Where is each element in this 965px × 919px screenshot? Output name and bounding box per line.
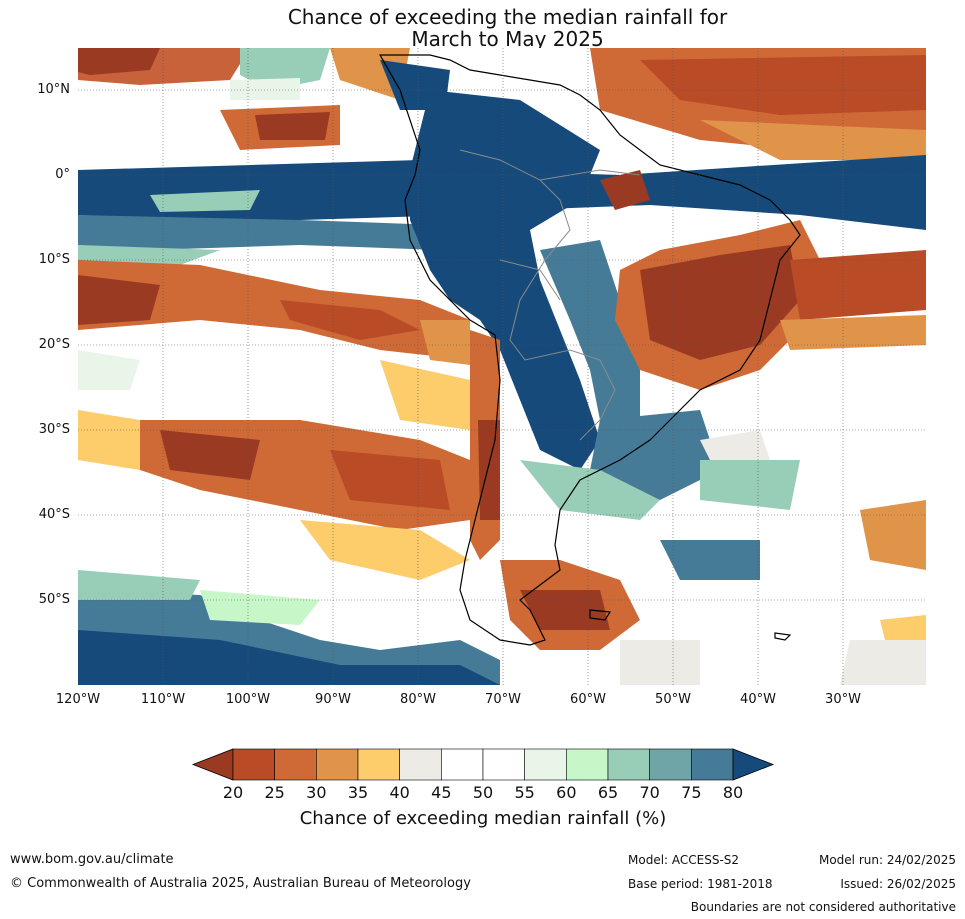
lon-label: 90°W (315, 692, 351, 707)
colorbar-segment (357, 748, 400, 781)
base-period: Base period: 1981-2018 (628, 877, 773, 891)
colorbar-label: Chance of exceeding median rainfall (%) (299, 808, 667, 829)
colorbar-tick-label: 30 (306, 783, 327, 802)
boundaries-note: Boundaries are not considered authoritat… (690, 900, 956, 914)
colorbar-segment (649, 748, 692, 781)
colorbar-tick-label: 25 (264, 783, 285, 802)
lon-label: 40°W (740, 692, 776, 707)
model-run-date: Model run: 24/02/2025 (818, 853, 956, 867)
website-link[interactable]: www.bom.gov.au/climate (10, 852, 174, 867)
map-title-line-2: March to May 2025 (411, 27, 604, 51)
lat-label: 0° (55, 167, 70, 182)
lon-label: 70°W (485, 692, 521, 707)
colorbar-over-arrow (732, 748, 775, 781)
colorbar-tick-label: 40 (389, 783, 410, 802)
colorbar-tick-label: 35 (347, 783, 369, 802)
colorbar-segment (482, 748, 525, 781)
colorbar-segment (607, 748, 650, 781)
colorbar-tick-label: 50 (472, 783, 494, 802)
lon-label: 50°W (655, 692, 691, 707)
lat-label: 50°S (38, 592, 70, 607)
colorbar-segment (566, 748, 609, 781)
lon-label: 30°W (825, 692, 861, 707)
colorbar-tick-label: 75 (681, 783, 702, 802)
lon-label: 100°W (225, 692, 271, 707)
colorbar-segment (316, 748, 359, 781)
lat-label: 10°N (37, 82, 70, 97)
coastlines (378, 54, 801, 646)
colorbar (191, 748, 775, 781)
lat-label: 10°S (38, 252, 70, 267)
colorbar-segment (399, 748, 442, 781)
map-shading (78, 48, 926, 685)
lat-label: 40°S (38, 507, 70, 522)
colorbar-segment (232, 748, 275, 781)
colorbar-tick-label: 80 (722, 783, 744, 802)
lon-label: 120°W (55, 692, 101, 707)
map-title-line-1: Chance of exceeding the median rainfall … (287, 5, 728, 29)
colorbar-tick-label: 65 (597, 783, 619, 802)
colorbar-tick-label: 60 (556, 783, 577, 802)
lat-label: 20°S (38, 337, 70, 352)
colorbar-segment (524, 748, 567, 781)
colorbar-tick-label: 70 (639, 783, 660, 802)
model-name: Model: ACCESS-S2 (628, 853, 740, 867)
copyright-text: © Commonwealth of Australia 2025, Austra… (10, 876, 471, 891)
colorbar-segment (441, 748, 484, 781)
lon-label: 110°W (140, 692, 186, 707)
lon-label: 60°W (570, 692, 606, 707)
colorbar-segment (691, 748, 734, 781)
colorbar-tick-label: 55 (514, 783, 535, 802)
country-borders (459, 149, 641, 441)
lat-label: 30°S (38, 422, 70, 437)
colorbar-segment (274, 748, 317, 781)
colorbar-under-arrow (191, 748, 234, 781)
colorbar-tick-label: 45 (431, 783, 452, 802)
graticule (78, 48, 926, 685)
colorbar-tick-label: 20 (222, 783, 244, 802)
issued-date: Issued: 26/02/2025 (840, 877, 956, 891)
lon-label: 80°W (400, 692, 436, 707)
